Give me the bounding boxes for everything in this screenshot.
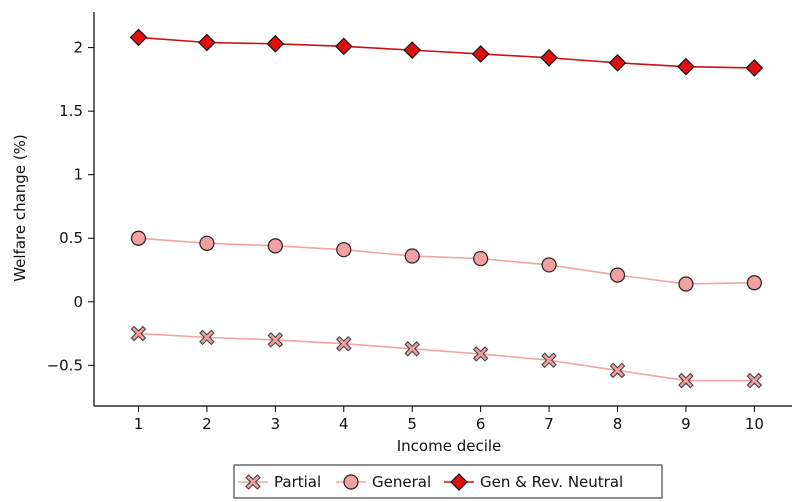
x-axis-title: Income decile [397, 437, 502, 455]
data-point-diamond-icon [198, 33, 216, 52]
x-tick-label: 5 [407, 415, 417, 433]
x-tick-label: 4 [339, 415, 349, 433]
y-tick-label: 2 [73, 39, 83, 57]
legend-label: Gen & Rev. Neutral [480, 473, 623, 491]
data-point-circle-icon [609, 267, 626, 283]
data-point-diamond-icon [471, 45, 490, 63]
series-line [138, 332, 755, 382]
legend-item: Partial [238, 473, 321, 491]
data-point-circle-icon [404, 248, 420, 264]
data-point-x-icon [335, 335, 352, 352]
series-line [138, 36, 755, 69]
y-tick-label: −0.5 [47, 356, 83, 374]
legend-item: General [336, 473, 431, 491]
y-ticks: −0.5 0 0.5 1 1.5 2 [47, 39, 94, 374]
x-ticks: 1 2 3 4 5 6 7 8 9 10 [134, 406, 764, 433]
legend-label: General [372, 473, 431, 491]
plot-area: 1 2 3 4 5 6 7 8 9 10 −0.5 0 0.5 1 1.5 2 [47, 12, 792, 433]
y-tick-label: 1 [73, 166, 83, 184]
x-tick-label: 7 [544, 415, 554, 433]
data-point-x-icon [404, 341, 420, 357]
data-point-diamond-icon [334, 37, 353, 56]
x-tick-label: 9 [681, 415, 691, 433]
series-layer [129, 28, 764, 389]
y-axis-title: Welfare change (%) [11, 134, 29, 282]
legend-item: Gen & Rev. Neutral [444, 473, 623, 491]
data-point-diamond-icon [266, 34, 285, 53]
x-tick-label: 10 [745, 415, 764, 433]
x-tick-label: 3 [271, 415, 281, 433]
y-tick-label: 0.5 [59, 229, 83, 247]
legend-label: Partial [274, 473, 321, 491]
data-point-x-icon [199, 329, 215, 346]
data-point-diamond-icon [403, 41, 422, 59]
series-line [138, 237, 755, 285]
data-point-diamond-icon [745, 59, 764, 77]
data-point-x-icon [267, 332, 284, 348]
legend-x-icon [245, 474, 261, 490]
data-point-circle-icon [541, 257, 557, 273]
data-point-diamond-icon [608, 53, 627, 72]
y-tick-label: 1.5 [59, 102, 83, 120]
legend: Partial General Gen & Rev. Neutral [233, 464, 663, 499]
legend-circle-icon [343, 474, 359, 490]
data-point-circle-icon [130, 230, 147, 246]
x-tick-label: 6 [476, 415, 486, 433]
data-point-x-icon [746, 372, 763, 389]
legend-items: Partial General Gen & Rev. Neutral [238, 473, 623, 491]
data-point-diamond-icon [677, 57, 695, 76]
data-point-x-icon [130, 325, 147, 342]
x-tick-label: 8 [613, 415, 623, 433]
data-point-x-icon [541, 352, 557, 369]
data-point-x-icon [472, 346, 489, 362]
data-point-diamond-icon [129, 28, 148, 47]
data-point-x-icon [678, 372, 694, 389]
x-tick-label: 2 [202, 415, 212, 433]
series-diamond [129, 28, 764, 77]
series-x [130, 325, 763, 389]
x-tick-label: 1 [134, 415, 144, 433]
data-point-circle-icon [746, 275, 762, 291]
data-point-circle-icon [678, 276, 694, 292]
data-point-diamond-icon [540, 48, 558, 67]
legend-diamond-icon [450, 473, 468, 491]
data-point-circle-icon [336, 242, 352, 258]
data-point-circle-icon [267, 238, 283, 254]
data-point-circle-icon [199, 235, 215, 251]
data-point-x-icon [609, 362, 626, 379]
y-tick-label: 0 [73, 293, 83, 311]
data-point-circle-icon [473, 250, 489, 267]
series-circle [130, 230, 762, 292]
